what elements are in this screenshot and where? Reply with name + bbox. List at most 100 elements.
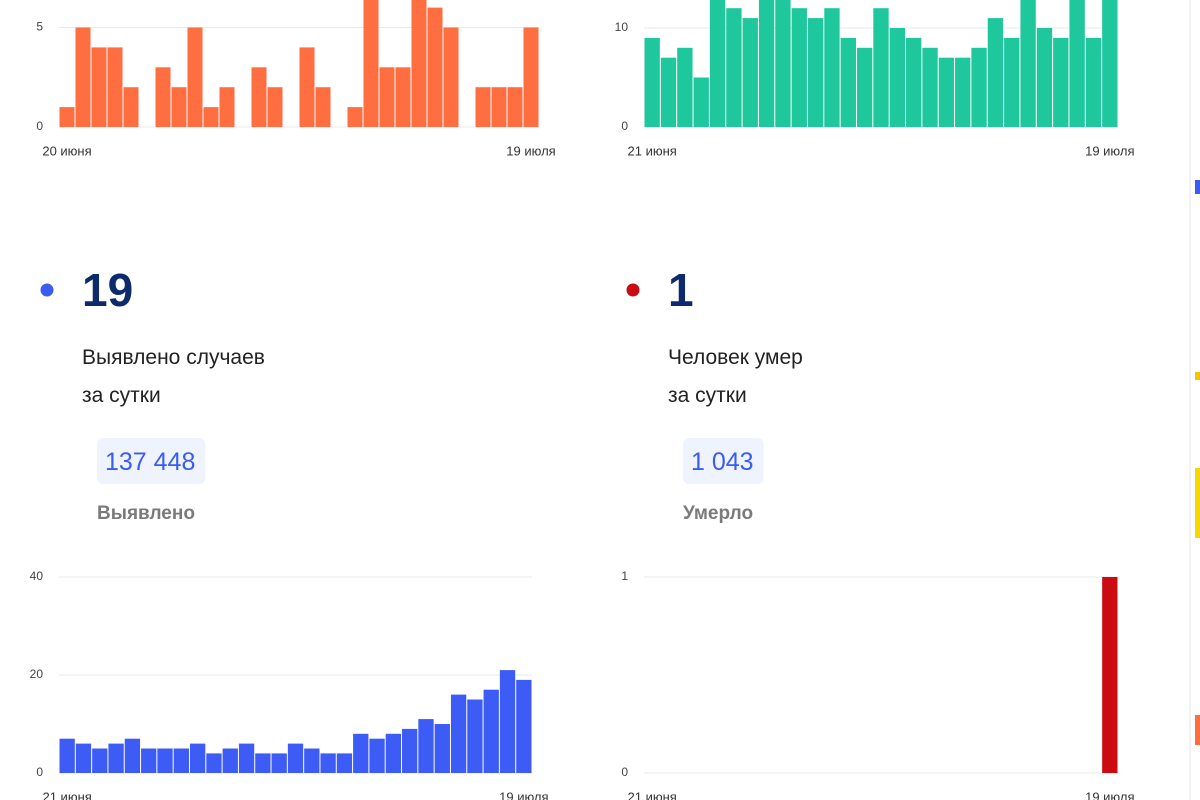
bar bbox=[267, 87, 283, 127]
bar bbox=[107, 47, 123, 127]
stat-description: Человек умер bbox=[668, 346, 803, 369]
bar bbox=[123, 87, 139, 127]
edge-fragment bbox=[1195, 372, 1200, 380]
x-tick-label: 19 июля bbox=[1085, 143, 1134, 158]
edge-fragment bbox=[1195, 468, 1200, 538]
bar bbox=[187, 27, 203, 127]
bar bbox=[59, 738, 75, 773]
bar bbox=[1069, 0, 1085, 127]
bar bbox=[124, 738, 141, 773]
bar bbox=[791, 8, 807, 128]
bar bbox=[379, 67, 395, 127]
bar bbox=[219, 87, 235, 127]
total-pill bbox=[97, 438, 206, 484]
bar bbox=[155, 67, 171, 127]
bar bbox=[315, 87, 331, 127]
bar bbox=[59, 107, 75, 127]
bar bbox=[775, 0, 791, 127]
bar bbox=[189, 743, 206, 773]
x-tick-label: 21 июня bbox=[628, 789, 677, 800]
total-pill bbox=[683, 438, 764, 484]
bar bbox=[304, 748, 320, 773]
bar bbox=[336, 753, 353, 773]
bar bbox=[238, 743, 255, 773]
bar bbox=[1102, 0, 1118, 127]
bar bbox=[971, 47, 987, 127]
total-value: 137 448 bbox=[105, 448, 195, 476]
stat-value: 19 bbox=[82, 264, 133, 316]
bar bbox=[467, 699, 483, 773]
bar bbox=[1053, 37, 1069, 127]
bar bbox=[363, 0, 379, 128]
bar bbox=[206, 753, 222, 773]
x-tick-label: 19 июля bbox=[499, 789, 548, 800]
bar bbox=[411, 0, 427, 128]
bar bbox=[677, 47, 693, 127]
bar bbox=[742, 18, 758, 128]
status-dot bbox=[40, 283, 54, 297]
bar bbox=[840, 37, 856, 127]
bar bbox=[758, 0, 775, 127]
bar bbox=[922, 47, 938, 127]
bar bbox=[987, 18, 1004, 128]
edge-fragment bbox=[1195, 715, 1200, 745]
y-tick-label: 0 bbox=[36, 765, 43, 779]
bar bbox=[955, 57, 971, 128]
bar bbox=[271, 753, 287, 773]
y-tick-label: 0 bbox=[621, 119, 628, 133]
bar bbox=[507, 87, 523, 127]
bar bbox=[255, 753, 271, 773]
bar bbox=[693, 77, 709, 127]
y-tick-label: 10 bbox=[615, 20, 629, 34]
bar bbox=[299, 47, 315, 127]
bar bbox=[385, 733, 402, 773]
status-dot bbox=[626, 283, 640, 297]
y-tick-label: 5 bbox=[36, 20, 43, 34]
bar bbox=[203, 107, 219, 127]
bar bbox=[443, 27, 459, 127]
total-label: Выявлено bbox=[97, 503, 195, 524]
bar bbox=[889, 28, 906, 127]
bar bbox=[807, 18, 824, 128]
bar bbox=[171, 87, 187, 127]
stat-value: 1 bbox=[668, 264, 694, 316]
bar bbox=[157, 748, 173, 773]
bar bbox=[483, 689, 499, 773]
bar bbox=[726, 8, 742, 128]
bar bbox=[660, 57, 677, 128]
bar bbox=[173, 748, 189, 773]
bar bbox=[856, 47, 873, 127]
bar bbox=[1085, 37, 1102, 127]
bar bbox=[434, 724, 450, 773]
x-tick-label: 19 июля bbox=[1085, 789, 1134, 800]
stat-description: Выявлено случаев bbox=[82, 346, 265, 369]
y-tick-label: 1 bbox=[621, 569, 628, 583]
bar bbox=[353, 733, 369, 773]
x-tick-label: 20 июня bbox=[42, 143, 91, 158]
x-tick-label: 21 июня bbox=[42, 789, 91, 800]
bar bbox=[644, 37, 660, 127]
bar bbox=[347, 107, 363, 127]
y-tick-label: 0 bbox=[621, 765, 628, 779]
bar bbox=[222, 748, 238, 773]
bar bbox=[395, 67, 411, 127]
stat-description: за сутки bbox=[82, 384, 161, 407]
bar bbox=[251, 67, 267, 127]
total-value: 1 043 bbox=[691, 448, 754, 476]
bar bbox=[418, 719, 434, 773]
bar bbox=[1020, 0, 1036, 127]
x-tick-label: 21 июня bbox=[628, 143, 677, 158]
bar bbox=[402, 728, 418, 773]
bar bbox=[141, 748, 157, 773]
bar bbox=[320, 753, 336, 773]
bar bbox=[450, 694, 467, 773]
y-tick-label: 0 bbox=[36, 119, 43, 133]
x-tick-label: 19 июля bbox=[506, 143, 555, 158]
bar bbox=[75, 27, 91, 127]
bar bbox=[91, 47, 107, 127]
bar bbox=[499, 670, 516, 773]
bar bbox=[491, 87, 507, 127]
y-tick-label: 20 bbox=[30, 667, 44, 681]
bar bbox=[475, 87, 491, 127]
